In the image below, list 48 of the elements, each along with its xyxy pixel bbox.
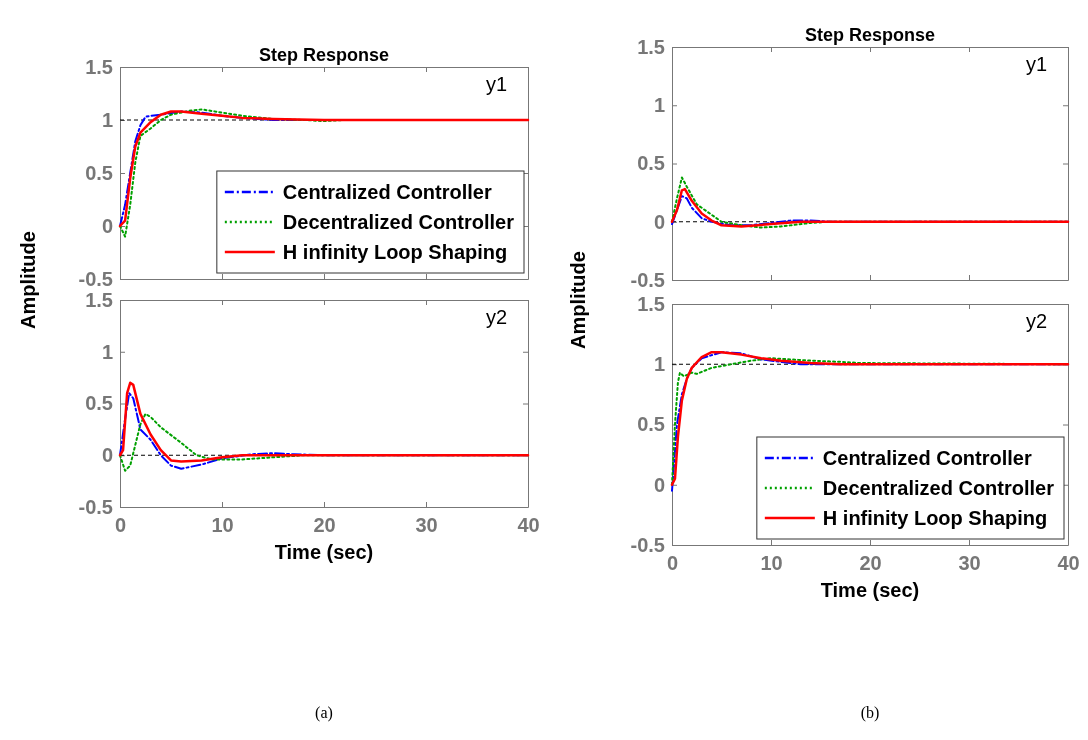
y-tick-label: 1 [653, 94, 665, 117]
annotation: y1 [1026, 53, 1048, 75]
line-series [670, 187, 1070, 228]
annotation: y1 [486, 73, 508, 95]
y-tick-label: -0.5 [630, 533, 665, 556]
x-axis-title: Time (sec) [820, 579, 920, 601]
y-tick-label: 1 [101, 108, 113, 131]
y-tick-label: 0 [101, 444, 113, 467]
x-tick-label: 40 [517, 514, 540, 536]
chart-title: Step Response [258, 45, 390, 65]
y-tick-label: -0.5 [78, 495, 113, 518]
chart-title: Step Response [804, 25, 936, 45]
y-tick-label: 0 [653, 473, 665, 496]
x-tick-label: 10 [211, 514, 234, 536]
text: (b) [860, 704, 880, 722]
y-tick-label: 0 [653, 210, 665, 233]
y-tick-label: 1 [101, 340, 113, 363]
y-tick-label: -0.5 [78, 267, 113, 290]
y-tick-label: -0.5 [630, 268, 665, 291]
y-axis-title: Amplitude [17, 231, 39, 329]
y-axis-title: Amplitude [567, 251, 589, 349]
legend-label: H infinity Loop Shaping [282, 241, 508, 263]
y-tick-label: 0.5 [637, 413, 665, 436]
legend-label: Centralized Controller [822, 447, 1032, 469]
x-tick-label: 20 [313, 514, 336, 536]
y-tick-label: 0.5 [85, 161, 113, 184]
x-tick-label: 30 [415, 514, 438, 536]
y-tick-label: 0.5 [85, 392, 113, 415]
annotation: y2 [486, 306, 508, 328]
y-tick-label: 0.5 [637, 152, 665, 175]
y-tick-label: 1.5 [85, 288, 113, 311]
y-tick-label: 1.5 [637, 35, 665, 58]
x-tick-label: 30 [958, 552, 981, 574]
y-tick-label: 1.5 [85, 55, 113, 78]
annotation: y2 [1026, 310, 1048, 332]
y-tick-label: 1 [653, 353, 665, 376]
line-series [118, 381, 530, 463]
legend-label: Decentralized Controller [282, 211, 515, 233]
text: (a) [315, 704, 333, 722]
legend-label: Centralized Controller [282, 181, 492, 203]
x-tick-label: 20 [859, 552, 882, 574]
legend-label: H infinity Loop Shaping [822, 507, 1048, 529]
legend-label: Decentralized Controller [822, 477, 1055, 499]
y-tick-label: 1.5 [637, 292, 665, 315]
x-tick-label: 10 [760, 552, 783, 574]
x-axis-title: Time (sec) [274, 541, 374, 563]
y-tick-label: 0 [101, 214, 113, 237]
x-tick-label: 40 [1057, 552, 1080, 574]
